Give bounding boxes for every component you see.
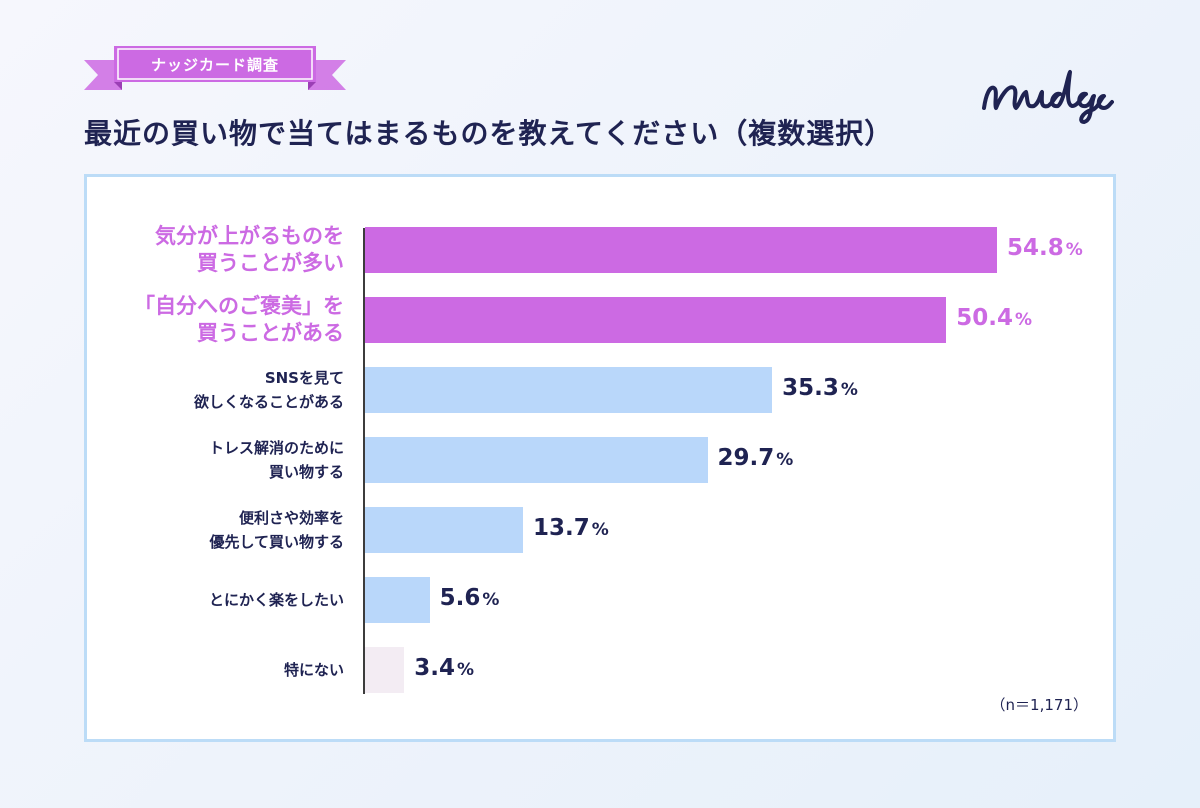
value-unit: %	[840, 380, 858, 400]
value-number: 3.4	[414, 655, 455, 681]
category-label: トレス解消のために 買い物する	[208, 439, 344, 481]
chart-axis-line	[363, 228, 365, 694]
nudge-logo	[978, 64, 1114, 128]
bar	[365, 577, 430, 623]
chart-title: 最近の買い物で当てはまるものを教えてください（複数選択）	[84, 117, 894, 150]
value-number: 50.4	[956, 305, 1013, 331]
value-unit: %	[456, 660, 474, 680]
value-unit: %	[1015, 310, 1033, 330]
survey-tag-ribbon: ナッジカード調査	[84, 46, 346, 90]
survey-tag-label: ナッジカード調査	[150, 55, 279, 74]
value-label: 3.4%	[414, 655, 474, 681]
bar	[365, 367, 773, 413]
value-label: 13.7%	[533, 515, 609, 541]
value-number: 5.6	[439, 585, 481, 611]
value-number: 54.8	[1007, 235, 1064, 261]
value-label: 5.6%	[440, 585, 500, 611]
bar	[365, 647, 405, 693]
value-number: 29.7	[717, 445, 775, 471]
value-number: 13.7	[533, 515, 590, 541]
category-label: 特にない	[283, 661, 344, 679]
value-label: 35.3%	[782, 375, 858, 401]
bar	[365, 227, 997, 273]
value-number: 35.3	[782, 375, 839, 401]
bar	[365, 507, 523, 553]
category-label: 便利さや効率を 優先して買い物する	[209, 509, 344, 551]
value-unit: %	[1065, 240, 1083, 260]
category-label: 気分が上がるものを 買うことが多い	[155, 224, 344, 275]
sample-size-note: （n＝1,171）	[990, 696, 1088, 714]
value-unit: %	[591, 520, 609, 540]
value-label: 29.7%	[718, 445, 794, 471]
bar	[365, 297, 947, 343]
value-label: 50.4%	[956, 305, 1032, 331]
value-label: 54.8%	[1007, 235, 1083, 261]
bar	[365, 437, 708, 483]
category-label: 「自分へのご褒美」を 買うことがある	[134, 294, 344, 345]
category-label: SNSを見て 欲しくなることがある	[193, 369, 344, 411]
category-label: とにかく楽をしたい	[208, 591, 344, 609]
value-unit: %	[482, 590, 500, 610]
value-unit: %	[776, 450, 794, 470]
